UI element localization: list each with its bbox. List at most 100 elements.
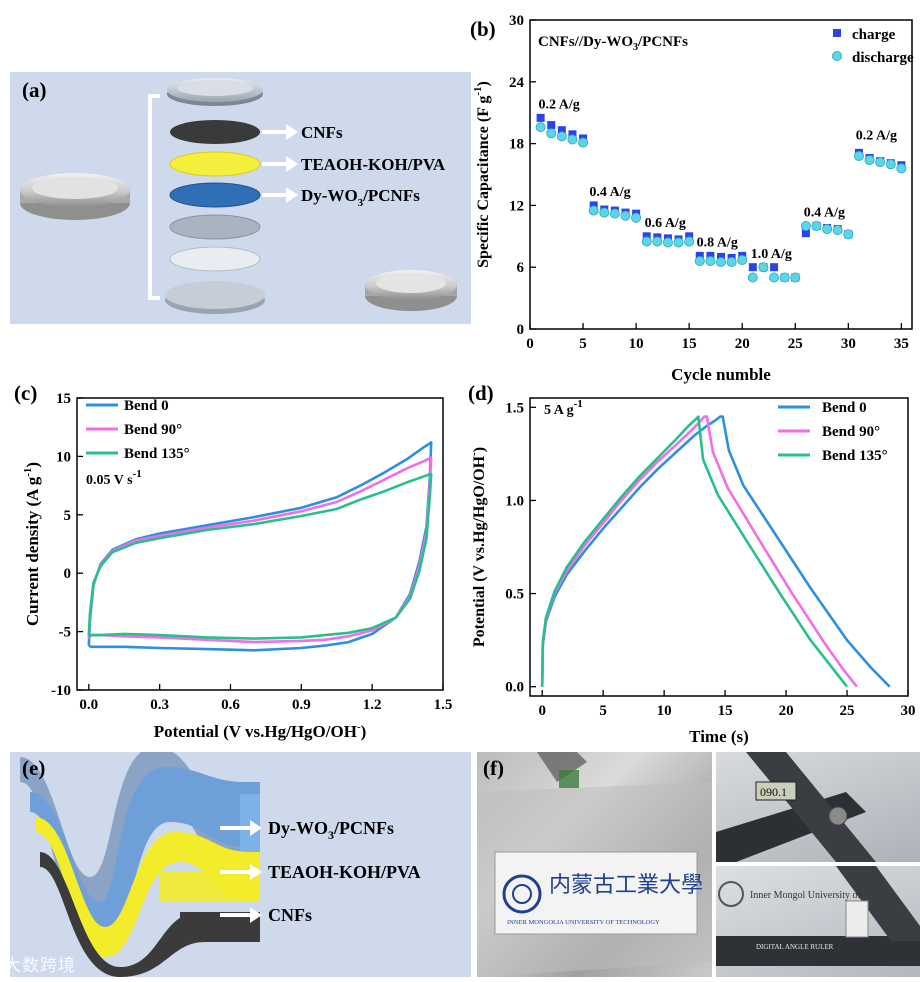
logo-text-cn: 内蒙古工業大學	[549, 872, 703, 897]
panel-a: CNFs TEAOH-KOH/PVA Dy-WO3/PCNFs (a)	[10, 72, 471, 324]
discharge-point	[599, 207, 610, 218]
legend-label-2: Bend 135°	[124, 446, 190, 462]
sheet-electrolyte-front	[160, 872, 260, 902]
discharge-point	[715, 257, 726, 268]
charge-point	[717, 252, 725, 261]
c-xtick-label: 0.0	[79, 697, 98, 713]
charge-point	[547, 121, 556, 130]
discharge-point	[535, 122, 546, 133]
b-ytick-label: 30	[509, 13, 524, 29]
legend-charge-label: charge	[852, 27, 896, 43]
b-xtick-label: 25	[788, 336, 803, 352]
legend-d-label-0: Bend 0	[822, 400, 867, 416]
discharge-point	[705, 256, 716, 267]
charge-point	[568, 130, 577, 139]
discharge-point	[588, 205, 599, 216]
chart-c-scan-rate: 0.05 V s-1	[86, 468, 142, 488]
label-cnfs: CNFs	[301, 123, 343, 142]
layer-dy-wo3	[169, 182, 261, 208]
d-ytick-label: 1.5	[505, 400, 524, 416]
discharge-point	[779, 272, 790, 283]
rate-label: 0.6 A/g	[645, 216, 686, 231]
b-xtick-label: 0	[526, 336, 534, 352]
c-ytick-label: 15	[56, 391, 71, 407]
panel-b-letter: (b)	[470, 17, 496, 41]
layer-spring	[169, 246, 261, 272]
chart-d-xlabel: Time (s)	[689, 727, 749, 746]
chart-d: 0 5 10 15 20 25 30 0.0 0.5 1.0 1.5 (d) 5 A g-1 Bend 0…	[468, 381, 916, 746]
cv-curve-1	[87, 456, 433, 644]
label-e-cnfs: CNFs	[268, 905, 312, 925]
discharge-point	[811, 220, 822, 231]
discharge-point	[896, 163, 907, 174]
d-xtick-label: 5	[599, 703, 607, 719]
chart-c: 0.0 0.3 0.6 0.9 1.2 1.5 -10 -5 0 5 10 15 (c) Bend 0 Be…	[14, 381, 453, 741]
c-xtick-label: 0.3	[150, 697, 169, 713]
assembled-coin-cell	[20, 173, 130, 220]
c-xtick-label: 0.9	[292, 697, 311, 713]
discharge-point	[726, 257, 737, 268]
c-xtick-label: 1.5	[434, 697, 453, 713]
chart-d-ylabel: Potential (V vs.Hg/HgO/OH-)	[468, 447, 488, 647]
b-ytick-label: 12	[509, 198, 524, 214]
c-ytick-label: -5	[59, 625, 72, 641]
charge-point	[706, 251, 715, 260]
arrow-e-electrolyte	[220, 864, 262, 880]
label-electrolyte: TEAOH-KOH/PVA	[301, 155, 446, 174]
b-xtick-label: 10	[629, 336, 644, 352]
arrow-cnfs	[262, 124, 298, 140]
gcd-curve-2	[540, 415, 849, 688]
discharge-point	[800, 220, 811, 231]
b-ytick-label: 24	[509, 75, 525, 91]
charge-point	[695, 251, 704, 260]
d-xtick-label: 15	[718, 703, 733, 719]
legend-discharge-label: discharge	[852, 50, 914, 66]
discharge-point	[684, 236, 695, 247]
d-xtick-label: 25	[840, 703, 855, 719]
label-dy-wo3: Dy-WO3/PCNFs	[301, 186, 420, 209]
arrow-e-cnfs	[220, 907, 262, 923]
panel-d-letter: (d)	[468, 381, 494, 405]
arrow-e-dy-wo3	[220, 820, 262, 836]
discharge-point	[578, 137, 589, 148]
c-ytick-label: 0	[64, 566, 72, 582]
ruler-label: DIGITAL ANGLE RULER	[756, 943, 834, 951]
discharge-point	[822, 224, 833, 235]
chart-d-current: 5 A g-1	[544, 398, 583, 418]
chart-b-ylabel: Specific Capacitance (F g-1)	[472, 81, 492, 268]
bracket	[148, 94, 160, 300]
c-ytick-label: -10	[51, 683, 71, 699]
discharge-point	[556, 131, 567, 142]
photo-pouch-device: 内蒙古工業大學 INNER MONGOLIA UNIVERSITY OF TEC…	[477, 752, 712, 977]
coin-cell-exploded-diagram: CNFs TEAOH-KOH/PVA Dy-WO3/PCNFs	[10, 72, 471, 324]
chart-b: 0 5 10 15 20 25 30 35 0 6 12 18 24 30 (b) CNFs//Dy-WO3/…	[470, 13, 914, 384]
rate-label: 0.2 A/g	[856, 128, 897, 143]
logo-text-en: INNER MONGOLIA UNIVERSITY OF TECHNOLOGY	[507, 919, 660, 926]
legend-label-0: Bend 0	[124, 398, 169, 414]
discharge-point	[747, 272, 758, 283]
label-e-dy-wo3: Dy-WO3/PCNFs	[268, 818, 394, 842]
chart-b-xlabel: Cycle numble	[671, 365, 771, 384]
discharge-point	[769, 272, 780, 283]
gcd-curve-0	[540, 415, 891, 688]
discharge-point	[652, 236, 663, 247]
ruler-bottom-art: DIGITAL ANGLE RULER Inner Mongol Univers…	[716, 866, 920, 966]
d-xtick-label: 0	[538, 703, 546, 719]
d-xtick-label: 10	[657, 703, 672, 719]
discharge-point	[864, 155, 875, 166]
discharge-point	[853, 150, 864, 161]
panel-e: Dy-WO3/PCNFs TEAOH-KOH/PVA CNFs (e)	[10, 747, 471, 977]
d-frame	[529, 397, 909, 697]
discharge-point	[843, 229, 854, 240]
rate-label: 0.2 A/g	[538, 98, 579, 113]
discharge-point	[885, 159, 896, 170]
c-frame	[76, 397, 444, 691]
sheet-cnfs-front	[180, 912, 260, 937]
legend-discharge-marker	[831, 51, 842, 62]
pouch-art: 内蒙古工業大學 INNER MONGOLIA UNIVERSITY OF TEC…	[477, 752, 712, 977]
discharge-point	[620, 210, 631, 221]
discharge-point	[673, 237, 684, 248]
panel-f-letter: (f)	[483, 756, 504, 780]
d-xtick-label: 30	[901, 703, 916, 719]
b-ytick-label: 6	[517, 260, 525, 276]
